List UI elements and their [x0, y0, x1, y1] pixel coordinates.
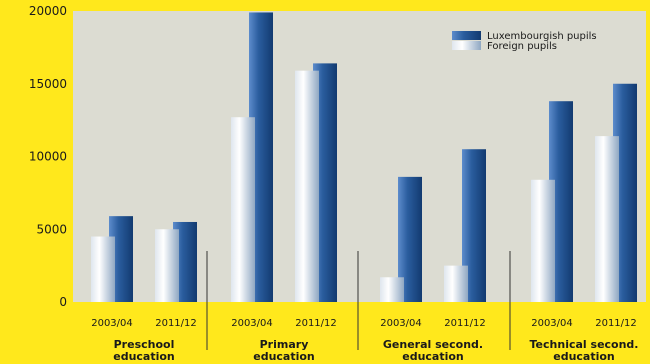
group-label: education [402, 350, 464, 363]
y-tick-label: 10000 [29, 150, 67, 164]
bar-foreign [595, 136, 619, 302]
group-label: General second. [383, 338, 483, 351]
period-label: 2003/04 [91, 318, 133, 329]
period-label: 2003/04 [531, 318, 573, 329]
group-label: education [253, 350, 315, 363]
bar-foreign [531, 179, 555, 302]
group-label: Primary [260, 338, 309, 351]
group-dividers [206, 251, 511, 350]
bar-foreign [155, 229, 179, 302]
period-label: 2011/12 [595, 318, 637, 329]
period-label: 2011/12 [295, 318, 337, 329]
bars [91, 12, 637, 303]
bar-foreign [295, 70, 319, 302]
y-tick-label: 15000 [29, 77, 67, 91]
period-label: 2003/04 [231, 318, 273, 329]
bar-foreign [380, 277, 404, 302]
period-label: 2003/04 [380, 318, 422, 329]
group-label: Technical second. [530, 338, 639, 351]
bar-foreign [444, 265, 468, 302]
legend-label: Foreign pupils [487, 41, 557, 52]
y-tick-label: 5000 [36, 222, 67, 236]
group-label: Preschool [114, 338, 175, 351]
legend-swatch [452, 41, 481, 50]
bar-foreign [91, 236, 115, 302]
group-label: education [553, 350, 615, 363]
y-tick-label: 20000 [29, 4, 67, 18]
period-label: 2011/12 [444, 318, 486, 329]
legend-swatch [452, 31, 481, 40]
group-label: education [113, 350, 175, 363]
period-label: 2011/12 [155, 318, 197, 329]
bar-foreign [231, 117, 255, 302]
y-tick-label: 0 [59, 295, 67, 309]
y-axis: 0 5000 10000 15000 20000 [29, 4, 67, 309]
legend-label: Luxembourgish pupils [487, 31, 597, 42]
